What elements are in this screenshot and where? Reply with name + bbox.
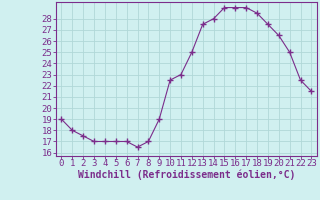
- X-axis label: Windchill (Refroidissement éolien,°C): Windchill (Refroidissement éolien,°C): [78, 170, 295, 180]
